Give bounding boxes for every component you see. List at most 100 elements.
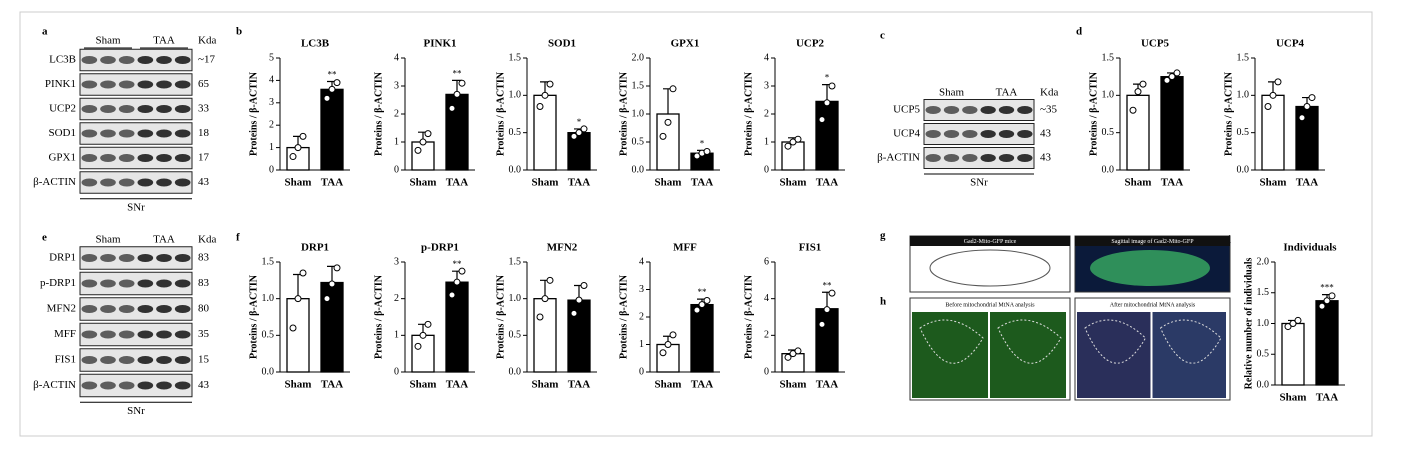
y-tick-label: 4 xyxy=(269,75,274,86)
chart-title: DRP1 xyxy=(301,242,329,254)
blot-kda: 17 xyxy=(198,152,210,164)
data-point xyxy=(541,295,549,303)
chart-title: PINK1 xyxy=(424,38,457,50)
blot-band xyxy=(174,330,191,339)
x-tick-label: Sham xyxy=(780,177,807,189)
y-tick-label: 1.5 xyxy=(509,256,522,267)
micrograph xyxy=(1077,312,1151,398)
x-tick-label: Sham xyxy=(1125,177,1152,189)
y-tick-label: 0.5 xyxy=(1237,127,1250,138)
y-axis-label: Proteins / β-ACTIN xyxy=(1088,71,1099,156)
chart-title: GPX1 xyxy=(671,38,700,50)
brain-image xyxy=(1090,250,1210,286)
bar xyxy=(567,299,591,373)
blot-band xyxy=(925,130,941,138)
data-point xyxy=(1168,73,1176,81)
blot-group: Sham xyxy=(95,234,121,246)
x-tick-label: TAA xyxy=(446,379,468,391)
y-axis-label: Proteins / β-ACTIN xyxy=(248,274,259,359)
blot-band xyxy=(81,178,98,187)
y-axis-label: Relative number of individuals xyxy=(1243,258,1254,390)
data-point xyxy=(1134,88,1142,96)
data-point xyxy=(575,129,583,137)
blot-band xyxy=(137,56,154,64)
blot-label: DRP1 xyxy=(49,252,76,264)
data-point xyxy=(323,94,331,102)
blot-label: β-ACTIN xyxy=(877,152,920,164)
blot-band xyxy=(174,129,191,138)
data-point xyxy=(1289,320,1297,327)
chart-title: UCP2 xyxy=(796,38,825,50)
blot-band xyxy=(156,154,172,162)
panel-letter: d xyxy=(1076,26,1082,38)
data-point xyxy=(1294,316,1302,324)
blot-kda: 43 xyxy=(1040,128,1052,140)
bar xyxy=(815,100,839,171)
data-point xyxy=(664,118,672,126)
significance: * xyxy=(577,117,582,127)
blot-band xyxy=(137,330,154,339)
blot-kda: ~35 xyxy=(1040,104,1057,116)
blot-strip xyxy=(79,48,193,72)
y-tick-label: 3 xyxy=(764,80,769,91)
blot-band xyxy=(174,178,191,187)
blot-kda: 18 xyxy=(198,127,210,139)
blot-label: β-ACTIN xyxy=(33,176,76,188)
blot-kda: 83 xyxy=(198,252,210,264)
blot-band xyxy=(137,279,154,288)
data-point xyxy=(1264,103,1272,111)
blot-band xyxy=(174,254,191,262)
blot-band xyxy=(980,106,996,114)
blot-kda: 43 xyxy=(1040,152,1052,164)
blot-region: SNr xyxy=(127,405,145,417)
significance: ** xyxy=(823,280,833,290)
blot-kda: 65 xyxy=(198,78,210,90)
blot-band xyxy=(81,305,98,313)
blot-band xyxy=(998,130,1015,138)
data-point xyxy=(1274,78,1282,86)
blot-unit: Kda xyxy=(198,35,216,47)
blot-band xyxy=(81,279,98,288)
bar xyxy=(320,281,344,373)
blot-band xyxy=(174,154,191,162)
image-caption: After mitochondrial MtNA analysis xyxy=(1110,301,1196,308)
data-point xyxy=(698,301,706,309)
blot-band xyxy=(962,154,978,162)
data-point xyxy=(546,80,554,88)
y-tick-label: 1.0 xyxy=(509,293,522,304)
chart-title: UCP5 xyxy=(1141,38,1170,50)
region-outline xyxy=(997,319,1062,364)
chart-title: Individuals xyxy=(1283,242,1337,254)
micrograph xyxy=(912,312,988,398)
data-point xyxy=(669,331,677,339)
data-point xyxy=(794,347,802,355)
data-point xyxy=(659,349,667,357)
x-tick-label: Sham xyxy=(655,177,682,189)
y-tick-label: 0 xyxy=(394,366,399,377)
y-tick-label: 0.0 xyxy=(1237,164,1250,175)
blot-band xyxy=(118,381,135,390)
chart-title: p-DRP1 xyxy=(421,242,459,254)
x-tick-label: TAA xyxy=(816,379,838,391)
blot-band xyxy=(100,80,116,89)
data-point xyxy=(419,331,427,339)
blot-label: UCP4 xyxy=(893,128,920,140)
y-tick-label: 0 xyxy=(394,164,399,175)
data-point xyxy=(784,142,792,150)
y-tick-label: 1.5 xyxy=(1257,287,1270,298)
x-tick-label: Sham xyxy=(655,379,682,391)
blot-band xyxy=(1017,106,1033,114)
blot-band xyxy=(156,381,172,390)
blot-band xyxy=(118,330,135,339)
data-point xyxy=(289,153,297,161)
chart-title: UCP4 xyxy=(1276,38,1305,50)
blot-kda: 35 xyxy=(198,328,210,340)
blot-band xyxy=(81,154,98,162)
x-tick-label: Sham xyxy=(1260,177,1287,189)
x-tick-label: TAA xyxy=(816,177,838,189)
x-tick-label: TAA xyxy=(321,379,343,391)
data-point xyxy=(664,341,672,348)
y-axis-label: Proteins / β-ACTIN xyxy=(618,71,629,156)
data-point xyxy=(1318,302,1326,310)
blot-kda: 83 xyxy=(198,277,210,289)
